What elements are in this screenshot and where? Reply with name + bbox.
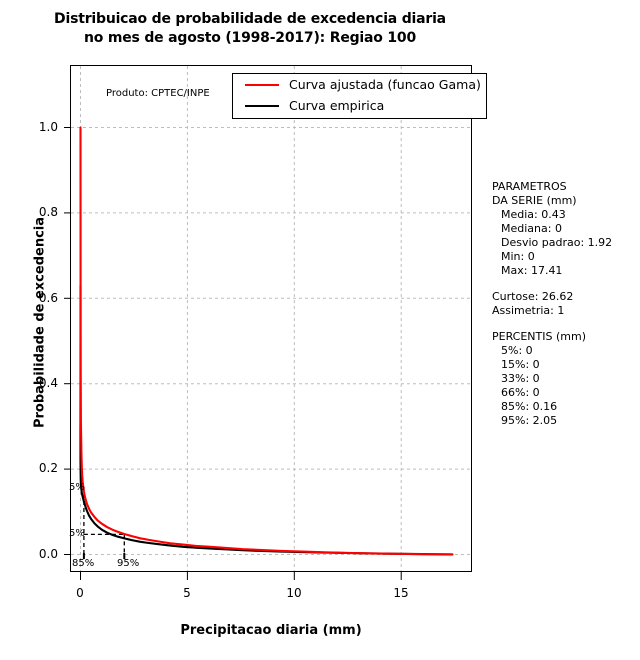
- stats-params-header-line-1: PARAMETROS: [492, 180, 567, 193]
- legend-item-curva-ajustada: Curva ajustada (funcao Gama): [233, 75, 486, 96]
- legend-item-curva-empirica: Curva empirica: [233, 96, 486, 117]
- stats-percentile-85: 85%: 0.16: [501, 400, 558, 413]
- x-tick-label-3: 15: [393, 586, 409, 600]
- stats-percentis-header: PERCENTIS (mm): [492, 330, 586, 343]
- legend-swatch-red: [245, 84, 279, 86]
- legend-label-curva-empirica: Curva empirica: [289, 98, 385, 113]
- y-tick-label-2: 0.4: [38, 376, 58, 390]
- stats-spacer-1: [492, 278, 640, 290]
- y-tick-label-1: 0.2: [38, 461, 58, 475]
- x-axis-ticks: [80, 572, 402, 580]
- x-tick-label-1: 5: [183, 586, 191, 600]
- series-curva-ajustada: [79, 126, 454, 556]
- y-tick-label-3: 0.6: [38, 291, 58, 305]
- p95-x-annotation-label: 95%: [117, 558, 140, 569]
- p85-x-annotation-label: 85%: [72, 558, 95, 569]
- y-tick-label-5: 1.0: [38, 120, 58, 134]
- p95-y-annotation-label: 5%: [69, 528, 85, 539]
- stats-percentile-15: 15%: 0: [501, 358, 540, 371]
- stats-curtose: Curtose: 26.62: [492, 290, 574, 303]
- stats-desvio-padrao: Desvio padrao: 1.92: [501, 236, 613, 249]
- stats-params-header-line-2: DA SERIE (mm): [492, 194, 577, 207]
- statistics-panel: PARAMETROS DA SERIE (mm) Media: 0.43 Med…: [492, 180, 640, 428]
- stats-percentile-66: 66%: 0: [501, 386, 540, 399]
- chart-legend: Curva ajustada (funcao Gama) Curva empir…: [232, 73, 487, 119]
- y-tick-label-0: 0.0: [38, 547, 58, 561]
- legend-label-curva-ajustada: Curva ajustada (funcao Gama): [289, 77, 481, 92]
- stats-percentile-95: 95%: 2.05: [501, 414, 558, 427]
- y-gridlines: [71, 127, 471, 555]
- stats-percentile-33: 33%: 0: [501, 372, 540, 385]
- stats-assimetria: Assimetria: 1: [492, 304, 565, 317]
- stats-spacer-2: [492, 318, 640, 330]
- chart-title-line-1: Distribuicao de probabilidade de exceden…: [54, 11, 446, 27]
- plot-frame: [70, 65, 472, 572]
- stats-mediana: Mediana: 0: [501, 222, 562, 235]
- legend-swatch-black: [245, 105, 279, 107]
- stats-min: Min: 0: [501, 250, 535, 263]
- chart-title-line-2: no mes de agosto (1998-2017): Regiao 100: [83, 30, 416, 46]
- y-axis-title: Probabilidade de excedencia: [32, 216, 48, 429]
- product-note: Produto: CPTEC/INPE: [106, 88, 210, 99]
- y-axis-ticks: [64, 127, 70, 555]
- stats-media: Media: 0.43: [501, 208, 566, 221]
- stats-percentile-5: 5%: 0: [501, 344, 533, 357]
- p85-y-annotation-label: 5%: [69, 482, 85, 493]
- stats-max: Max: 17.41: [501, 264, 563, 277]
- x-tick-label-2: 10: [286, 586, 302, 600]
- chart-title: Distribuicao de probabilidade de exceden…: [0, 10, 500, 48]
- percentile-axis-stubs: [82, 553, 126, 559]
- x-axis-title: Precipitacao diaria (mm): [180, 623, 362, 638]
- x-tick-label-0: 0: [76, 586, 84, 600]
- y-tick-label-4: 0.8: [38, 205, 58, 219]
